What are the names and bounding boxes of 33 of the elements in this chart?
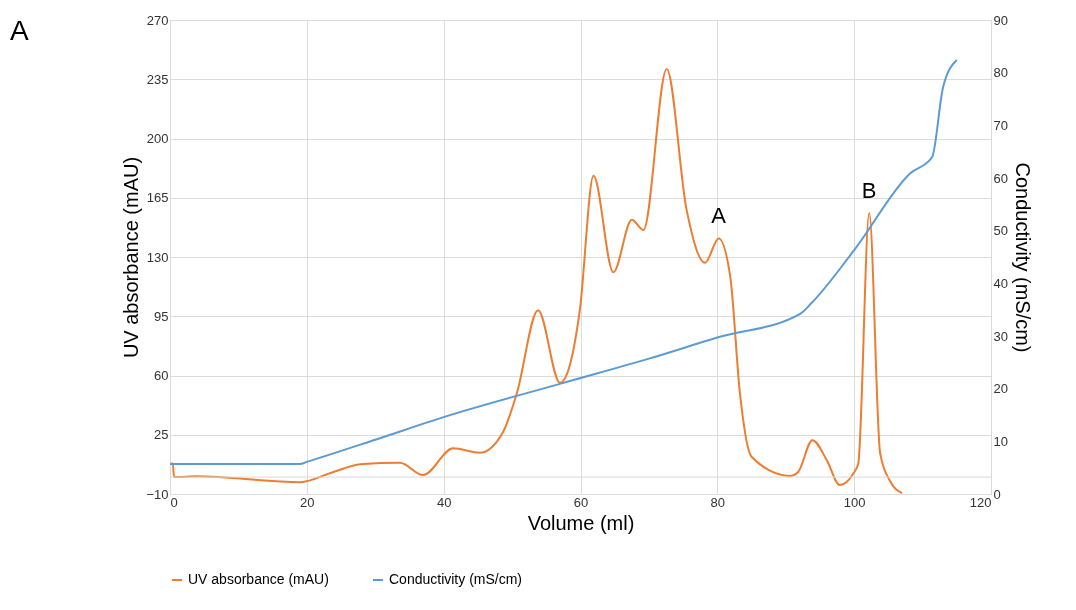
legend-label: UV absorbance (mAU): [188, 571, 329, 587]
y2-tick-label: 70: [993, 117, 1008, 133]
x-tick-label: 100: [843, 494, 866, 510]
x-tick-label: 0: [170, 494, 178, 510]
y-tick-label: 235: [146, 71, 169, 87]
y-tick-label: −10: [146, 486, 169, 502]
x-tick-label: 20: [300, 494, 315, 510]
legend-label: Conductivity (mS/cm): [389, 571, 523, 587]
y-tick-label: 60: [154, 368, 169, 383]
y2-tick-label: 10: [993, 433, 1008, 449]
y-tick-label: 165: [146, 190, 169, 206]
y-tick-label: 130: [146, 249, 169, 265]
y2-tick-label: 40: [993, 275, 1008, 291]
x-tick-label: 60: [573, 494, 589, 510]
y-tick-label: 270: [146, 12, 169, 28]
y-axis-title: UV absorbance (mAU): [120, 156, 143, 359]
y2-tick-label: 20: [993, 381, 1008, 397]
x-axis-title: Volume (ml): [527, 511, 635, 534]
text: A: [10, 15, 29, 46]
x-tick-label: 80: [710, 494, 726, 510]
annotation: A: [711, 203, 727, 229]
y2-axis-title: Conductivity (mS/cm): [1011, 162, 1034, 353]
y2-tick-label: 30: [993, 328, 1008, 344]
y2-tick-label: 60: [993, 170, 1008, 186]
y2-tick-label: 90: [993, 12, 1008, 28]
annotation: B: [861, 177, 877, 203]
y-tick-label: 95: [154, 308, 169, 324]
x-tick-label: 120: [969, 494, 992, 510]
x-tick-label: 40: [436, 494, 452, 510]
y2-tick-label: 50: [993, 223, 1008, 239]
y2-tick-label: 80: [993, 65, 1008, 81]
y-tick-label: 200: [146, 131, 169, 146]
y-tick-label: 25: [154, 427, 169, 443]
